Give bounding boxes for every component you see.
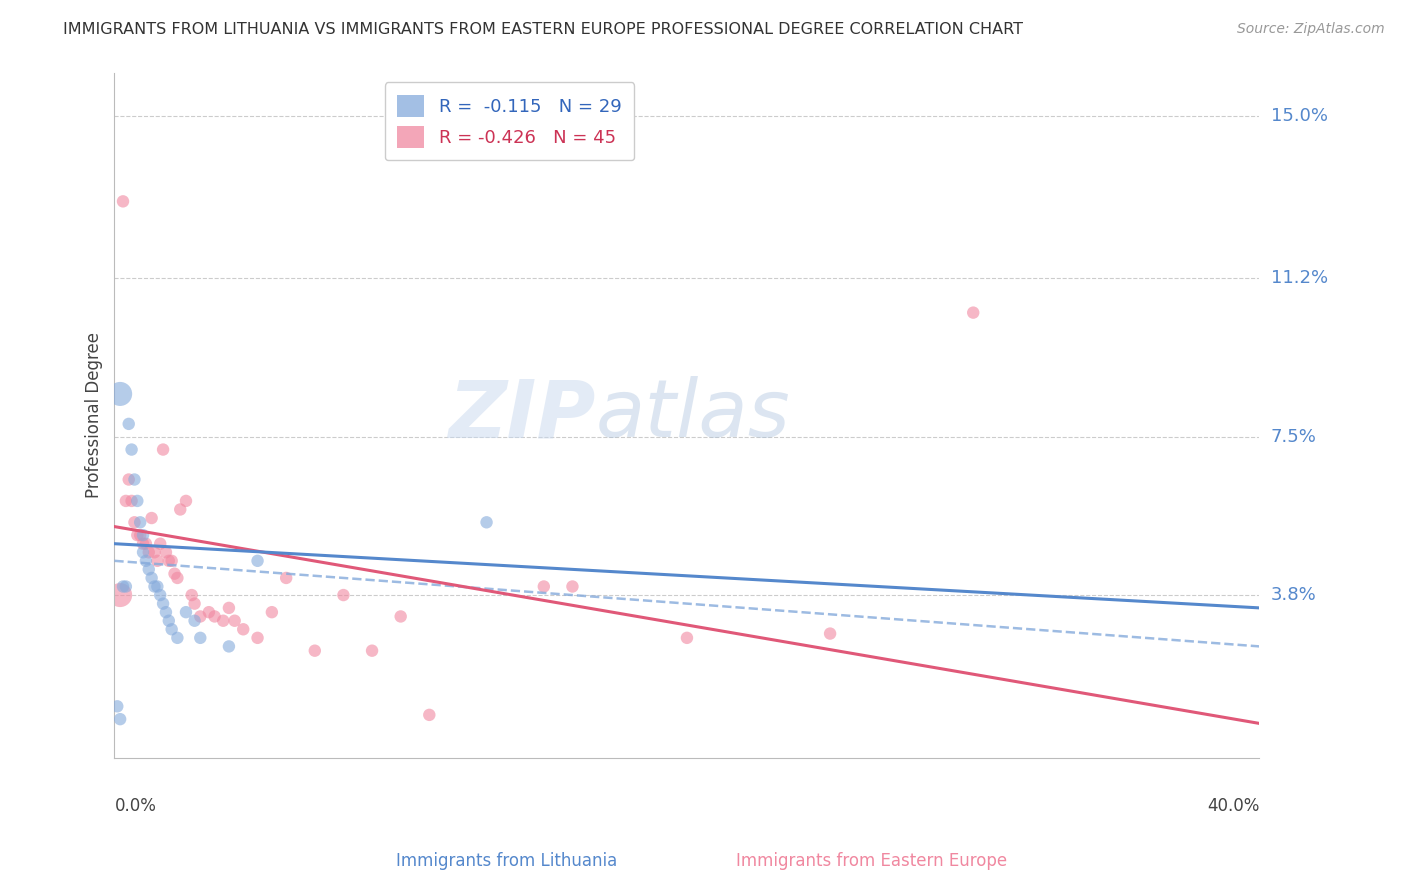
Text: ZIP: ZIP <box>449 376 595 454</box>
Point <box>157 614 180 628</box>
Point <box>105 699 128 714</box>
Point <box>218 640 240 654</box>
Point <box>138 562 160 576</box>
Point <box>143 545 166 559</box>
Point <box>157 554 180 568</box>
Point <box>132 545 155 559</box>
Point <box>160 622 183 636</box>
Point <box>135 554 157 568</box>
Point <box>276 571 298 585</box>
Point <box>146 580 169 594</box>
Legend: R =  -0.115   N = 29, R = -0.426   N = 45: R = -0.115 N = 29, R = -0.426 N = 45 <box>385 82 634 161</box>
Point <box>198 605 221 619</box>
Point <box>232 622 254 636</box>
Point <box>129 516 152 530</box>
Point <box>818 626 841 640</box>
Text: 40.0%: 40.0% <box>1208 797 1260 814</box>
Point <box>160 554 183 568</box>
Point <box>108 712 131 726</box>
Point <box>141 571 163 585</box>
Point <box>260 605 283 619</box>
Point <box>389 609 412 624</box>
Point <box>163 566 186 581</box>
Point <box>169 502 191 516</box>
Point <box>183 597 205 611</box>
Point <box>115 580 138 594</box>
Text: 15.0%: 15.0% <box>1271 107 1327 125</box>
Point <box>361 643 384 657</box>
Point <box>166 631 188 645</box>
Text: atlas: atlas <box>595 376 790 454</box>
Text: Immigrants from Eastern Europe: Immigrants from Eastern Europe <box>737 852 1007 870</box>
Point <box>246 554 269 568</box>
Point <box>475 516 498 530</box>
Point <box>188 631 211 645</box>
Text: Source: ZipAtlas.com: Source: ZipAtlas.com <box>1237 22 1385 37</box>
Point <box>129 528 152 542</box>
Text: IMMIGRANTS FROM LITHUANIA VS IMMIGRANTS FROM EASTERN EUROPE PROFESSIONAL DEGREE : IMMIGRANTS FROM LITHUANIA VS IMMIGRANTS … <box>63 22 1024 37</box>
Y-axis label: Professional Degree: Professional Degree <box>86 333 103 499</box>
Point <box>111 194 134 209</box>
Point <box>152 597 174 611</box>
Point <box>304 643 326 657</box>
Point <box>155 605 177 619</box>
Point <box>149 588 172 602</box>
Point <box>155 545 177 559</box>
Point <box>127 528 149 542</box>
Point <box>180 588 202 602</box>
Point <box>561 580 583 594</box>
Point <box>188 609 211 624</box>
Point <box>183 614 205 628</box>
Point <box>118 473 141 487</box>
Point <box>224 614 246 628</box>
Text: Immigrants from Lithuania: Immigrants from Lithuania <box>395 852 617 870</box>
Point <box>141 511 163 525</box>
Point <box>212 614 235 628</box>
Point <box>218 600 240 615</box>
Point <box>204 609 226 624</box>
Point <box>146 554 169 568</box>
Point <box>124 516 146 530</box>
Point <box>152 442 174 457</box>
Text: 11.2%: 11.2% <box>1271 269 1327 287</box>
Text: 3.8%: 3.8% <box>1271 586 1316 604</box>
Point <box>111 580 134 594</box>
Point <box>962 305 984 319</box>
Point <box>174 605 197 619</box>
Point <box>418 707 440 722</box>
Point <box>132 537 155 551</box>
Point <box>143 580 166 594</box>
Point <box>132 528 155 542</box>
Point <box>115 494 138 508</box>
Point <box>135 537 157 551</box>
Point <box>108 588 131 602</box>
Point <box>174 494 197 508</box>
Point <box>108 387 131 401</box>
Point <box>332 588 354 602</box>
Point <box>127 494 149 508</box>
Point <box>118 417 141 431</box>
Point <box>246 631 269 645</box>
Point <box>149 537 172 551</box>
Text: 7.5%: 7.5% <box>1271 428 1316 446</box>
Point <box>121 494 143 508</box>
Point <box>124 473 146 487</box>
Point <box>676 631 699 645</box>
Point <box>166 571 188 585</box>
Point <box>121 442 143 457</box>
Point <box>533 580 555 594</box>
Point <box>138 545 160 559</box>
Text: 0.0%: 0.0% <box>114 797 156 814</box>
